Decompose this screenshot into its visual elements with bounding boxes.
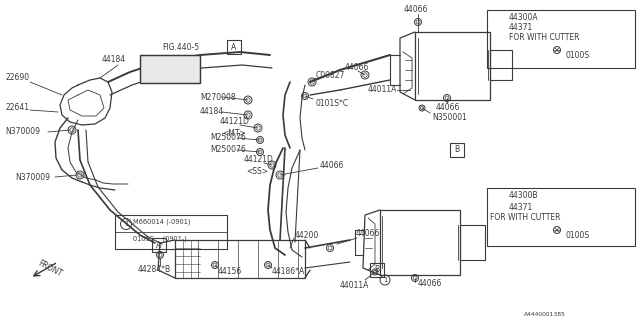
Bar bbox=[152, 238, 166, 252]
Text: 44011A: 44011A bbox=[368, 85, 397, 94]
Text: <SS>: <SS> bbox=[246, 167, 268, 177]
Text: 44184: 44184 bbox=[200, 108, 224, 116]
Text: M660014 (-0901): M660014 (-0901) bbox=[133, 219, 191, 225]
Bar bbox=[415, 32, 490, 100]
Bar bbox=[487, 188, 635, 246]
Text: 0105S    (0901-): 0105S (0901-) bbox=[133, 236, 187, 242]
Text: A4440001385: A4440001385 bbox=[524, 313, 566, 317]
Bar bbox=[140, 55, 200, 83]
Text: 1: 1 bbox=[383, 277, 387, 283]
Text: 44300A: 44300A bbox=[509, 12, 539, 21]
Text: 44066: 44066 bbox=[404, 5, 428, 14]
Text: M250076: M250076 bbox=[210, 146, 246, 155]
Text: N350001: N350001 bbox=[432, 113, 467, 122]
Text: FRONT: FRONT bbox=[36, 259, 63, 279]
Text: 0100S: 0100S bbox=[565, 51, 589, 60]
Text: B: B bbox=[454, 146, 460, 155]
Text: 0100S: 0100S bbox=[565, 230, 589, 239]
Bar bbox=[487, 10, 635, 68]
Bar bbox=[227, 40, 241, 54]
Text: 44066: 44066 bbox=[356, 229, 380, 238]
Bar bbox=[450, 143, 464, 157]
Text: 44200: 44200 bbox=[295, 230, 319, 239]
Bar bbox=[175, 240, 305, 278]
Text: 44066: 44066 bbox=[345, 63, 369, 73]
Text: 1: 1 bbox=[124, 221, 128, 227]
Text: N370009: N370009 bbox=[15, 173, 50, 182]
Text: M250076: M250076 bbox=[210, 133, 246, 142]
Bar bbox=[380, 210, 460, 275]
Text: FOR WITH CUTTER: FOR WITH CUTTER bbox=[509, 33, 579, 42]
Text: 44184: 44184 bbox=[102, 55, 126, 65]
Text: FOR WITH CUTTER: FOR WITH CUTTER bbox=[490, 213, 561, 222]
Bar bbox=[115, 215, 227, 249]
Text: C00827: C00827 bbox=[316, 70, 346, 79]
Text: 22690: 22690 bbox=[5, 74, 29, 83]
Text: 44066: 44066 bbox=[436, 103, 460, 113]
Text: M270008: M270008 bbox=[200, 92, 236, 101]
Text: 44121D: 44121D bbox=[220, 117, 250, 126]
Text: 44066: 44066 bbox=[320, 161, 344, 170]
Text: N370009: N370009 bbox=[5, 127, 40, 137]
Text: FIG.440-5: FIG.440-5 bbox=[162, 44, 199, 52]
Bar bbox=[140, 55, 200, 83]
Text: 0101S*C: 0101S*C bbox=[315, 99, 348, 108]
Text: 44156: 44156 bbox=[218, 267, 243, 276]
Text: 44121D: 44121D bbox=[244, 156, 274, 164]
Bar bbox=[490, 50, 512, 80]
Bar bbox=[460, 225, 485, 260]
Bar bbox=[370, 263, 384, 277]
Text: 44371: 44371 bbox=[509, 203, 533, 212]
Text: 44011A: 44011A bbox=[340, 281, 369, 290]
Text: B: B bbox=[374, 266, 380, 275]
Text: 44186*A: 44186*A bbox=[272, 267, 305, 276]
Text: 44371: 44371 bbox=[509, 22, 533, 31]
Text: A: A bbox=[156, 241, 162, 250]
Text: 44284*B: 44284*B bbox=[138, 266, 171, 275]
Text: A: A bbox=[232, 43, 237, 52]
Text: <MT>: <MT> bbox=[222, 129, 246, 138]
Text: 22641: 22641 bbox=[5, 103, 29, 113]
Text: 44066: 44066 bbox=[418, 279, 442, 289]
Text: 44300B: 44300B bbox=[509, 191, 538, 201]
